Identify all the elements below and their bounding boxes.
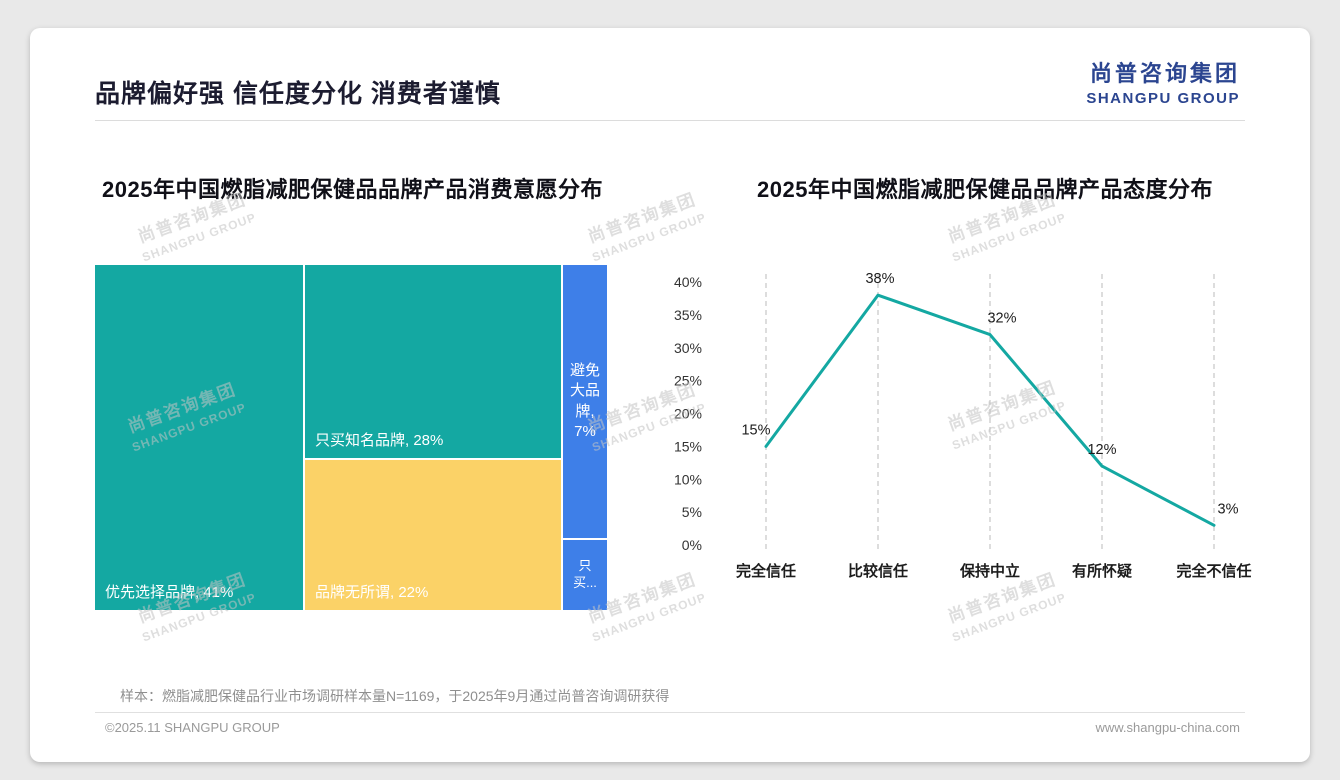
x-axis-category-label: 完全不信任 <box>1176 562 1251 580</box>
footer-copyright: ©2025.11 SHANGPU GROUP <box>105 720 280 735</box>
y-axis-tick-label: 20% <box>674 406 702 422</box>
treemap-block-priority-brand: 优先选择品牌, 41% <box>95 265 303 610</box>
title-divider <box>95 120 1245 121</box>
point-label: 3% <box>1218 501 1239 517</box>
sample-note: 样本：燃脂减肥保健品行业市场调研样本量N=1169，于2025年9月通过尚普咨询… <box>120 688 670 704</box>
attitude-line-chart: 0% 5% 10% 15% 20% 25% 30% 35% 40% 15% 38% 32% 12% 3% 完… <box>674 271 1252 580</box>
y-axis-tick-label: 0% <box>682 537 702 553</box>
company-logo: 尚普咨询集团 SHANGPU GROUP <box>1086 56 1240 107</box>
footer-website: www.shangpu-china.com <box>1095 720 1240 735</box>
treemap-block-label: 只买... <box>573 558 597 590</box>
y-axis-tick-label: 40% <box>674 274 702 290</box>
x-axis-category-label: 有所怀疑 <box>1072 562 1132 580</box>
y-axis-tick-label: 15% <box>674 438 702 454</box>
y-axis-tick-label: 35% <box>674 307 702 323</box>
treemap-block-label: 优先选择品牌, 41% <box>105 584 234 601</box>
line-chart-title: 2025年中国燃脂减肥保健品品牌产品态度分布 <box>757 177 1213 202</box>
company-logo-cn: 尚普咨询集团 <box>1089 61 1240 86</box>
trend-line <box>764 293 1216 527</box>
treemap-block-famous-brand-only: 只买知名品牌, 28% <box>305 265 561 458</box>
x-axis-category-label: 保持中立 <box>959 562 1020 580</box>
company-logo-en: SHANGPU GROUP <box>1086 90 1240 107</box>
x-axis-category-label: 完全信任 <box>736 562 796 580</box>
y-axis-tick-label: 30% <box>674 340 702 356</box>
report-slide: 品牌偏好强 信任度分化 消费者谨慎 尚普咨询集团 SHANGPU GROUP 2… <box>30 28 1310 762</box>
treemap-block-brand-indifferent: 品牌无所谓, 22% <box>305 460 561 610</box>
treemap-block-avoid-big-brand: 避免大品牌, 7% <box>563 265 607 538</box>
treemap-block-label: 只买知名品牌, 28% <box>315 432 444 449</box>
attitude-line-chart-wrap: 0% 5% 10% 15% 20% 25% 30% 35% 40% 15% 38% 32% 12% 3% 完… <box>655 252 1295 592</box>
treemap-block-label: 避免大品牌, 7% <box>569 362 600 440</box>
treemap-block-label: 品牌无所谓, 22% <box>315 584 429 601</box>
y-axis-tick-label: 25% <box>674 373 702 389</box>
treemap-block-truncated: 只买... <box>563 540 607 610</box>
treemap-chart-title: 2025年中国燃脂减肥保健品品牌产品消费意愿分布 <box>102 177 603 202</box>
y-axis-tick-label: 5% <box>682 504 702 520</box>
page-title: 品牌偏好强 信任度分化 消费者谨慎 <box>95 80 501 108</box>
x-axis-category-label: 比较信任 <box>848 562 908 580</box>
point-label: 38% <box>865 271 894 287</box>
consumption-willingness-treemap: 优先选择品牌, 41% 只买知名品牌, 28% 品牌无所谓, 22% 避免大品牌… <box>95 265 607 610</box>
point-label: 32% <box>987 311 1016 327</box>
footer-divider <box>95 712 1245 713</box>
y-axis-tick-label: 10% <box>674 471 702 487</box>
point-label: 12% <box>1087 442 1116 458</box>
point-label: 15% <box>741 422 770 438</box>
